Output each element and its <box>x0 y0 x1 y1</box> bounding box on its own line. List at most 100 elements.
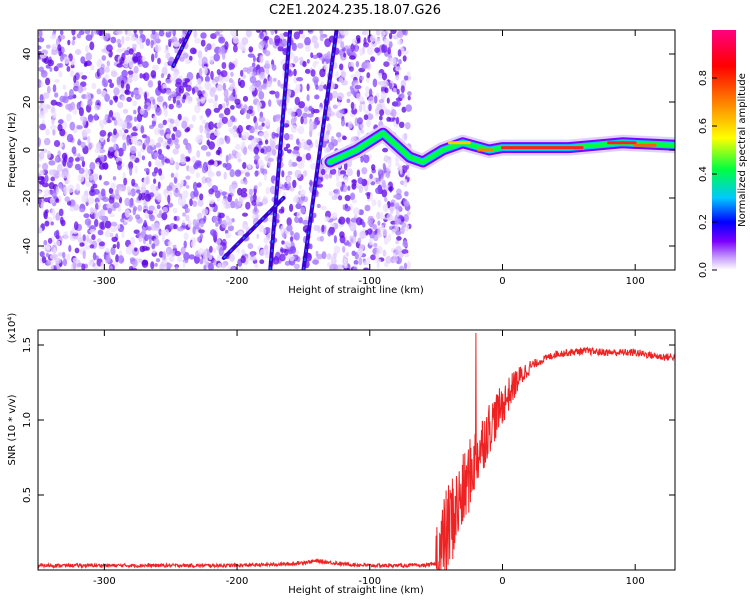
noise-dot <box>148 205 155 212</box>
noise-dot <box>213 248 217 254</box>
noise-dot <box>367 113 374 120</box>
noise-dot <box>289 236 294 243</box>
noise-dot <box>206 139 210 146</box>
noise-dot <box>349 222 357 232</box>
noise-dot <box>246 112 251 120</box>
noise-dot <box>83 173 91 180</box>
noise-dot <box>365 257 371 266</box>
noise-dot <box>40 244 46 249</box>
noise-dot <box>346 168 353 177</box>
noise-dot <box>243 179 248 185</box>
noise-dot <box>199 193 204 201</box>
noise-dot <box>50 221 54 226</box>
noise-dot <box>272 77 277 82</box>
noise-dot <box>258 140 263 146</box>
noise-dot <box>329 263 337 270</box>
noise-dot <box>390 216 396 221</box>
noise-dot <box>214 31 220 36</box>
noise-dot <box>164 158 170 164</box>
noise-dot <box>109 82 114 89</box>
noise-dot <box>259 162 265 169</box>
noise-dot <box>351 38 357 45</box>
noise-dot <box>251 71 257 77</box>
noise-dot <box>248 144 253 151</box>
noise-dot <box>314 94 320 100</box>
noise-dot <box>192 219 198 227</box>
noise-dot <box>160 229 166 236</box>
noise-dot <box>56 163 63 173</box>
noise-dot <box>81 75 88 80</box>
noise-dot <box>393 252 397 257</box>
noise-dot <box>246 67 251 74</box>
noise-dot <box>79 242 85 247</box>
noise-dot <box>121 121 128 129</box>
noise-dot <box>381 189 388 198</box>
noise-dot <box>373 242 378 248</box>
noise-dot <box>383 61 390 67</box>
noise-dot <box>50 263 54 270</box>
noise-dot <box>207 98 214 104</box>
noise-dot <box>113 119 118 126</box>
noise-dot <box>40 70 48 78</box>
noise-dot <box>323 61 327 70</box>
noise-dot <box>398 121 405 128</box>
noise-dot <box>150 39 154 49</box>
snr-series-line <box>38 332 675 570</box>
noise-dot <box>304 44 311 52</box>
noise-dot <box>251 62 256 68</box>
noise-dot <box>283 31 289 37</box>
noise-dot <box>247 163 252 170</box>
noise-dot <box>133 30 137 34</box>
noise-dot <box>236 247 240 254</box>
noise-dot <box>380 82 385 88</box>
noise-dot <box>190 240 196 248</box>
noise-dot <box>139 43 145 49</box>
noise-dot <box>366 72 371 79</box>
noise-dot <box>216 160 222 165</box>
noise-dot <box>201 165 208 174</box>
noise-dot <box>330 223 335 228</box>
noise-dot <box>306 59 310 64</box>
noise-dot <box>207 160 215 166</box>
noise-dot <box>302 219 309 225</box>
noise-dot <box>146 145 153 154</box>
noise-dot <box>58 70 63 78</box>
noise-dot <box>347 121 353 129</box>
noise-dot <box>154 52 158 59</box>
noise-dot <box>101 55 107 61</box>
noise-dot <box>83 194 89 203</box>
noise-dot <box>376 232 382 238</box>
noise-dot <box>74 247 80 254</box>
noise-dot <box>52 169 57 175</box>
noise-dot <box>51 190 58 198</box>
noise-dot <box>76 33 81 39</box>
noise-dot <box>141 155 146 161</box>
noise-dot <box>102 197 110 202</box>
noise-dot <box>235 144 241 151</box>
noise-dot <box>242 95 249 102</box>
noise-dot <box>132 73 139 82</box>
noise-dot <box>350 101 355 110</box>
noise-dot <box>364 91 370 98</box>
noise-dot <box>233 44 238 53</box>
noise-dot <box>182 94 187 100</box>
colorbar-label: Normalized spectral amplitude <box>737 73 748 227</box>
noise-dot <box>316 203 321 209</box>
noise-dot <box>257 84 263 93</box>
noise-dot <box>225 203 232 209</box>
noise-dot <box>72 261 77 270</box>
noise-dot <box>254 121 259 130</box>
noise-dot <box>89 41 95 51</box>
noise-dot <box>58 208 64 217</box>
noise-dot <box>150 102 158 111</box>
noise-dot <box>406 261 411 270</box>
noise-dot <box>163 188 167 197</box>
noise-dot <box>80 101 84 109</box>
noise-dot <box>224 41 229 50</box>
noise-dot <box>259 259 265 265</box>
noise-dot <box>240 107 246 114</box>
noise-dot <box>108 187 114 194</box>
noise-dot <box>118 255 124 264</box>
noise-dot <box>146 226 153 231</box>
noise-dot <box>257 196 261 201</box>
